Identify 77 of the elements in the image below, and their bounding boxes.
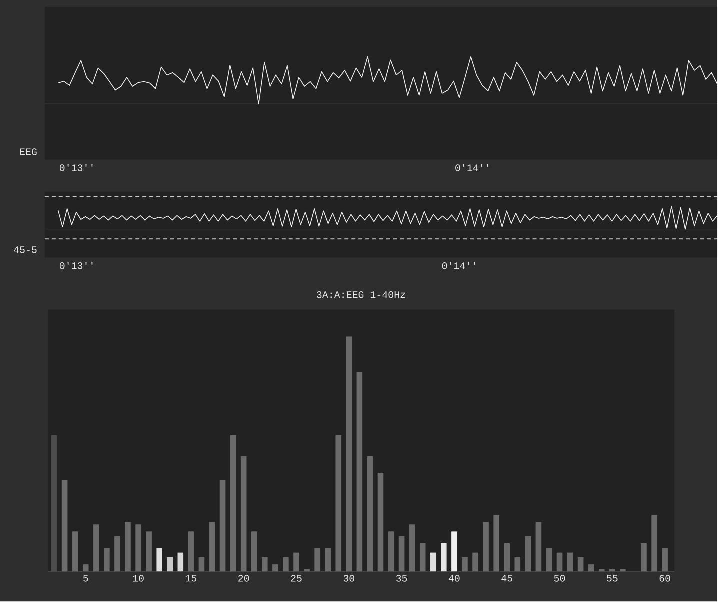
text: 0'13'' [60, 262, 93, 270]
chart-title: 3A:A:EEG 1-40Hz [317, 292, 406, 298]
bar [378, 473, 384, 572]
bar [452, 532, 458, 572]
bar [598, 569, 605, 572]
text: 0'13'' [60, 164, 93, 172]
bar [136, 524, 142, 572]
bar [336, 436, 342, 572]
bar [178, 553, 184, 572]
bar [430, 553, 436, 572]
bar [230, 436, 236, 572]
bar [167, 558, 174, 572]
bar [462, 558, 468, 572]
x-tick-label: 20 [238, 575, 250, 582]
bar [314, 548, 320, 572]
bar [641, 544, 647, 572]
bar [346, 336, 352, 572]
bar [262, 558, 268, 572]
bar [283, 558, 289, 572]
bar [198, 558, 205, 572]
bar [62, 480, 68, 572]
bar [567, 553, 574, 572]
x-tick-label: 45 [502, 575, 512, 582]
bar [504, 544, 510, 572]
bar [209, 522, 216, 572]
bar [420, 544, 426, 572]
bar [94, 524, 100, 572]
bar [662, 548, 668, 572]
bar [251, 532, 258, 572]
bar [356, 372, 363, 572]
bar [620, 569, 626, 572]
bar [556, 553, 563, 572]
bar [525, 536, 532, 572]
y-axis-title: EEG [20, 148, 37, 156]
bar [536, 522, 542, 572]
x-tick-label: 40 [448, 575, 460, 582]
bar [156, 548, 162, 572]
bar [304, 569, 310, 572]
bar [367, 456, 374, 572]
bar [514, 558, 521, 572]
x-tick-label: 10 [133, 575, 144, 582]
bar [104, 548, 110, 572]
bar [51, 436, 58, 572]
bar [652, 515, 658, 572]
x-tick-label: 60 [660, 575, 670, 582]
bar [72, 532, 78, 572]
bar [409, 524, 416, 572]
bar [398, 536, 405, 572]
bar [220, 480, 226, 572]
bar [388, 532, 394, 572]
x-tick-label: 50 [554, 575, 566, 582]
bar [441, 544, 447, 572]
x-tick-label: 15 [186, 575, 197, 582]
bar [578, 558, 584, 572]
bar [272, 564, 278, 572]
text: 0'14'' [456, 164, 488, 172]
bar [494, 515, 500, 572]
x-tick-label: 5 [84, 575, 88, 582]
bar [588, 564, 594, 572]
bar [114, 536, 120, 572]
bar [294, 553, 300, 572]
bar [483, 522, 489, 572]
bar [188, 532, 194, 572]
bar [325, 548, 331, 572]
x-tick-label: 55 [607, 575, 618, 582]
bar [610, 569, 616, 572]
x-tick-label: 30 [344, 575, 355, 582]
x-tick-label: 25 [291, 575, 302, 582]
bar [82, 564, 89, 572]
y-axis-title: 45-5 [14, 246, 37, 254]
bar [546, 548, 552, 572]
x-tick-label: 35 [396, 575, 408, 582]
bar [125, 522, 131, 572]
bar [472, 553, 478, 572]
bar [146, 532, 152, 572]
text: 0'14'' [442, 262, 476, 270]
bar [240, 456, 247, 572]
